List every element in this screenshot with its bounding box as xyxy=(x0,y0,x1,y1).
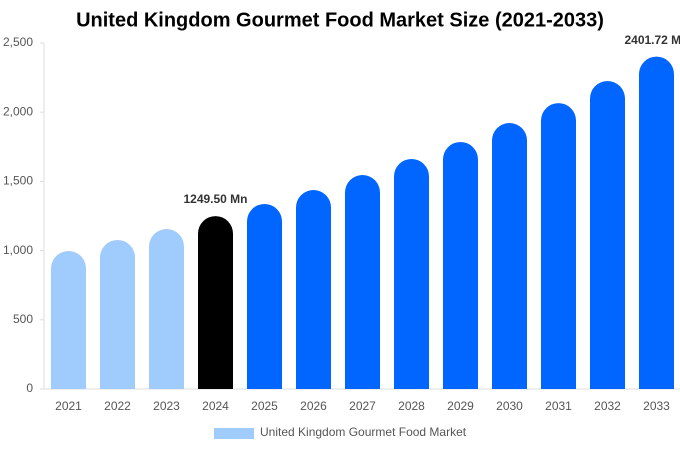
x-tick-label: 2024 xyxy=(202,399,229,413)
x-tick-label: 2022 xyxy=(104,399,131,413)
y-tick-label: 1,500 xyxy=(3,174,33,188)
x-tick-label: 2032 xyxy=(594,399,621,413)
x-tick-label: 2030 xyxy=(496,399,523,413)
y-tick-label: 2,000 xyxy=(3,104,33,118)
y-tick-label: 2,500 xyxy=(3,35,33,49)
bar xyxy=(541,103,576,389)
chart-title: United Kingdom Gourmet Food Market Size … xyxy=(76,9,604,31)
bar xyxy=(100,239,135,389)
x-tick-label: 2023 xyxy=(153,399,180,413)
x-tick-label: 2021 xyxy=(55,399,82,413)
bar xyxy=(394,158,429,389)
bar xyxy=(149,229,184,389)
bar xyxy=(443,141,478,389)
x-tick-label: 2033 xyxy=(643,399,670,413)
bar xyxy=(198,216,233,389)
y-tick-label: 1,000 xyxy=(3,243,33,257)
bar xyxy=(590,81,625,389)
legend-swatch xyxy=(214,428,254,439)
data-label: 2401.72 Mn xyxy=(624,33,680,47)
data-label: 1249.50 Mn xyxy=(183,192,247,206)
bar xyxy=(345,175,380,389)
y-tick-label: 0 xyxy=(26,381,33,395)
bar xyxy=(639,56,674,389)
bar xyxy=(51,251,86,389)
legend-label: United Kingdom Gourmet Food Market xyxy=(260,425,467,439)
bar xyxy=(247,203,282,389)
x-tick-label: 2028 xyxy=(398,399,425,413)
x-tick-label: 2027 xyxy=(349,399,376,413)
x-tick-label: 2026 xyxy=(300,399,327,413)
x-tick-label: 2029 xyxy=(447,399,474,413)
x-tick-label: 2025 xyxy=(251,399,278,413)
x-tick-label: 2031 xyxy=(545,399,572,413)
bar xyxy=(492,122,527,390)
bar xyxy=(296,189,331,389)
y-tick-label: 500 xyxy=(13,312,33,326)
